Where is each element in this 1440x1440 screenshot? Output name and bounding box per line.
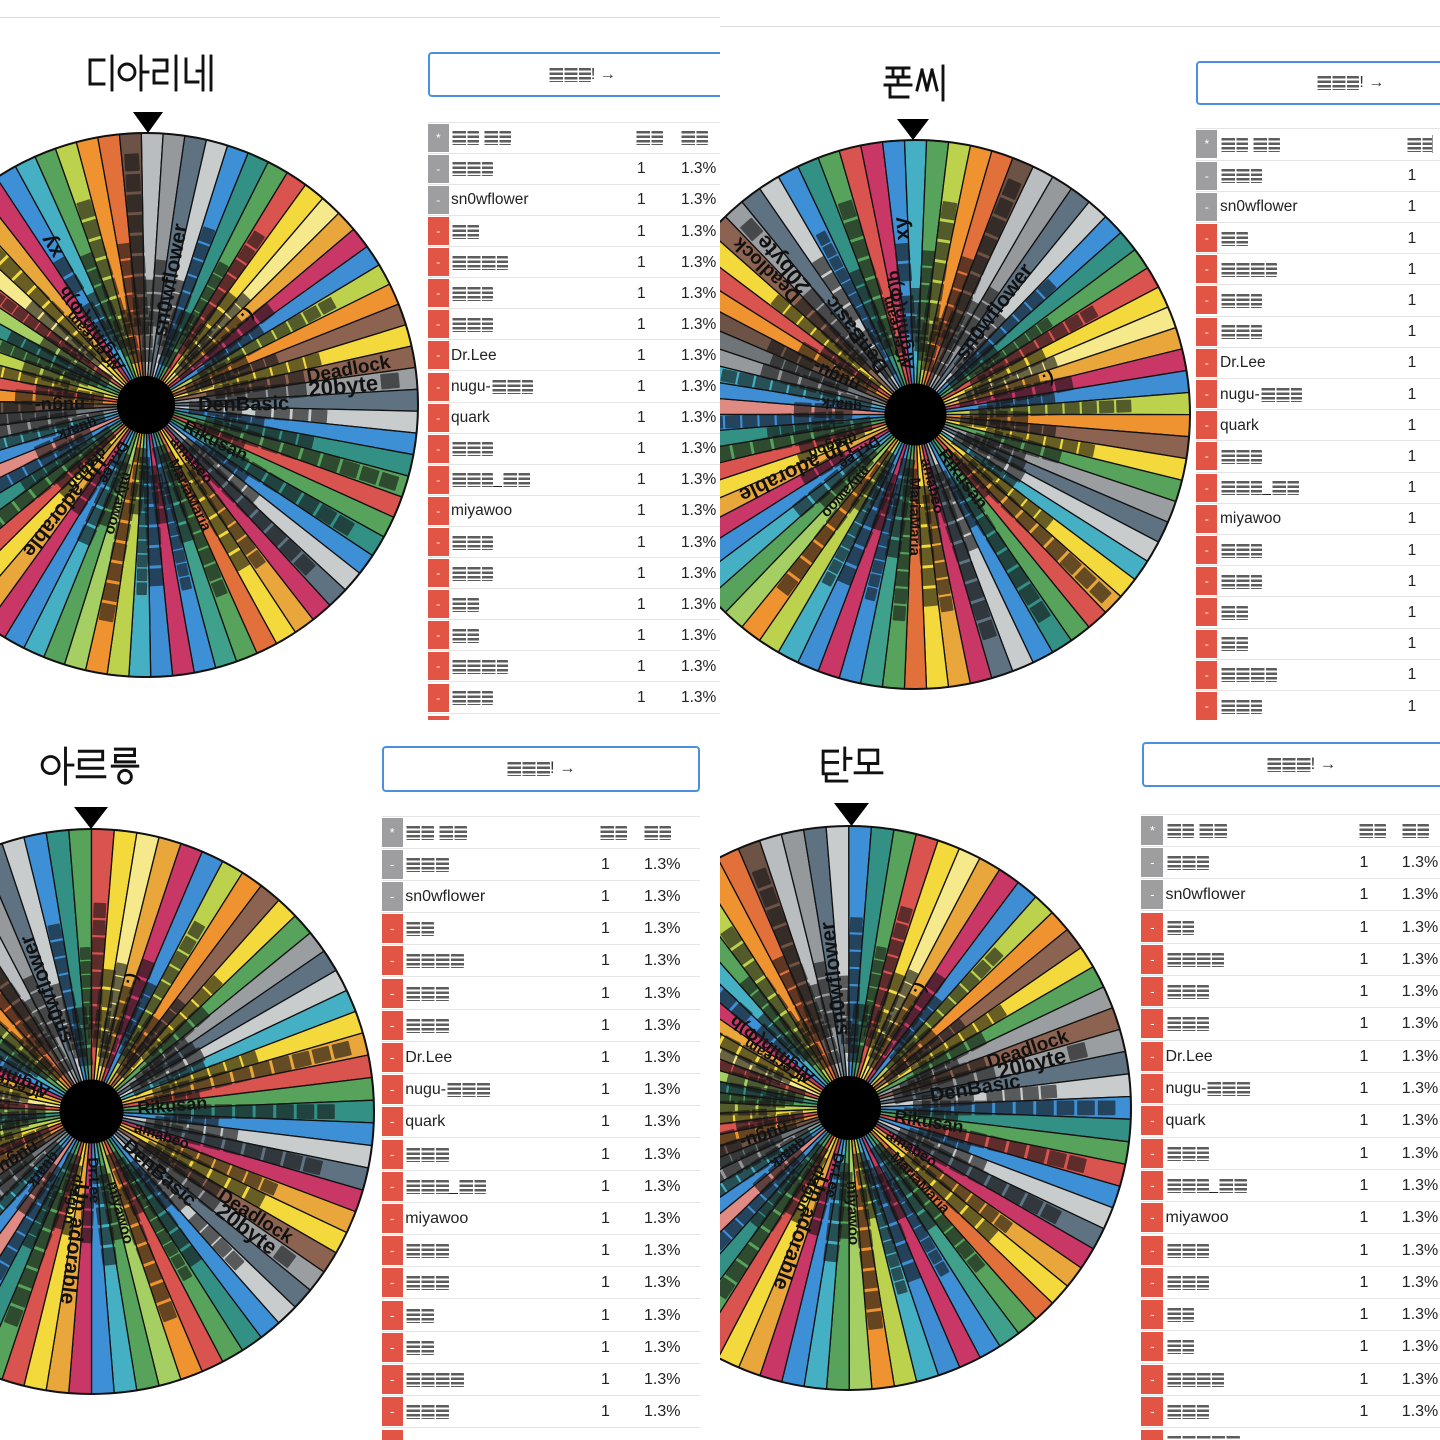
svg-text:xy: xy	[889, 215, 914, 240]
svg-text:Dr.Lee: Dr.Lee	[84, 1157, 103, 1204]
svg-text:xy: xy	[720, 966, 726, 999]
